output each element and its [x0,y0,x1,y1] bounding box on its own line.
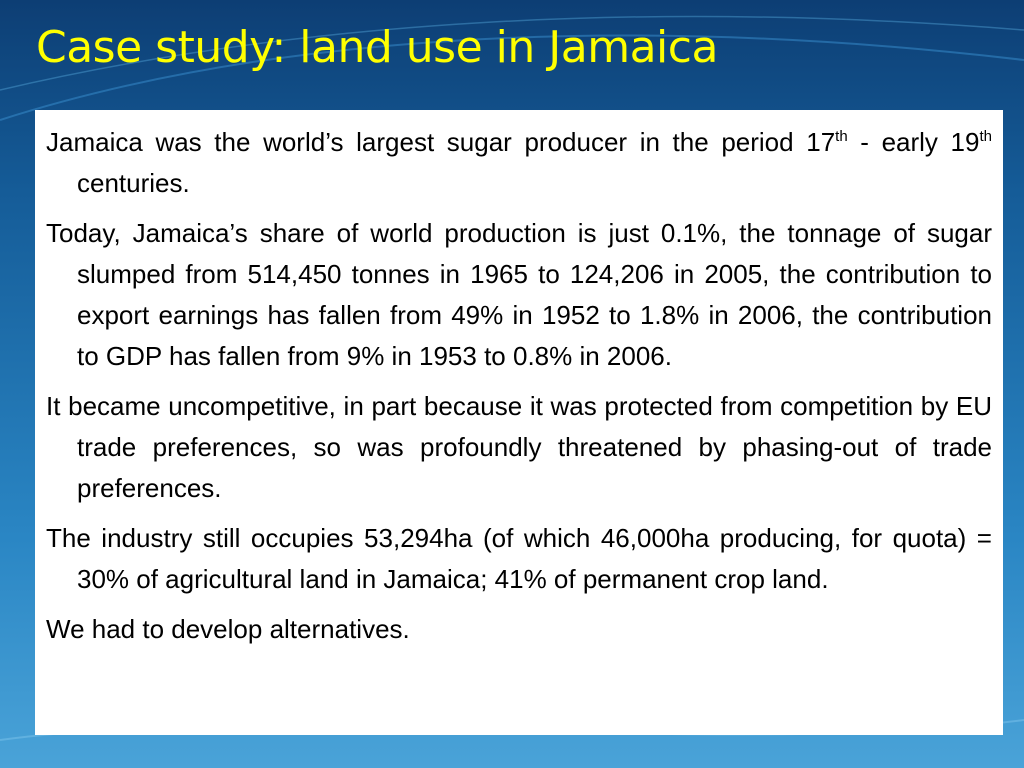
slide-title: Case study: land use in Jamaica [36,22,718,73]
bullet-paragraph: It became uncompetitive, in part because… [46,386,992,509]
superscript: th [979,128,992,145]
bullet-paragraph: Jamaica was the world’s largest sugar pr… [46,122,992,204]
text-run: centuries. [77,168,190,198]
text-run: The industry still occupies 53,294ha (of… [46,523,992,594]
bullet-paragraph: We had to develop alternatives. [46,609,992,650]
text-run: - early 19 [847,127,980,157]
text-run: Today, Jamaica’s share of world producti… [46,218,992,371]
text-run: We had to develop alternatives. [46,614,410,644]
superscript: th [835,128,848,145]
text-run: Jamaica was the world’s largest sugar pr… [46,127,836,157]
bullet-paragraph: Today, Jamaica’s share of world producti… [46,213,992,377]
text-run: It became uncompetitive, in part because… [46,391,992,503]
content-box: Jamaica was the world’s largest sugar pr… [35,110,1003,735]
bullet-paragraph: The industry still occupies 53,294ha (of… [46,518,992,600]
